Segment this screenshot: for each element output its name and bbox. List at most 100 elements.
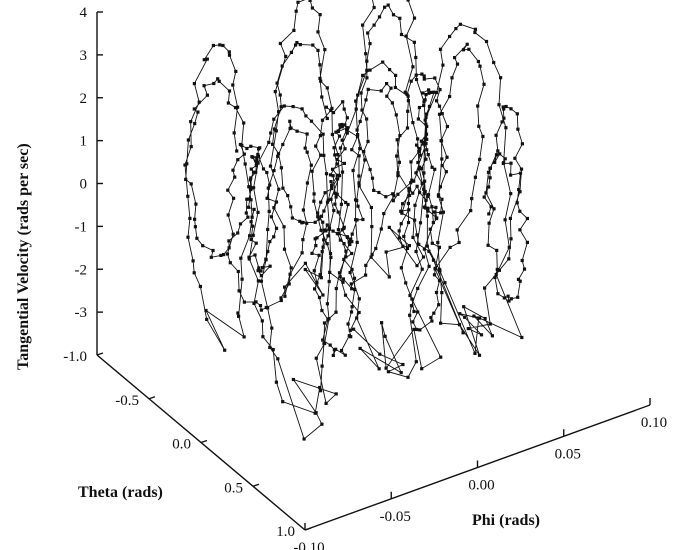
trajectory-point <box>424 93 428 97</box>
trajectory-point <box>470 197 474 201</box>
trajectory-point <box>488 176 492 180</box>
trajectory-point <box>278 41 282 46</box>
trajectory-point <box>496 149 500 153</box>
trajectory-point <box>316 215 320 219</box>
trajectory-point <box>384 250 388 254</box>
trajectory-point <box>312 199 316 203</box>
trajectory-point <box>242 335 246 339</box>
theta-tick-label: 1.0 <box>276 524 295 540</box>
trajectory-point <box>234 69 238 73</box>
trajectory-point <box>384 195 388 199</box>
trajectory-point <box>466 327 470 331</box>
trajectory-point <box>328 343 332 347</box>
trajectory-point <box>408 293 412 298</box>
trajectory-point <box>212 81 216 86</box>
trajectory-point <box>355 316 359 320</box>
trajectory-point <box>453 56 457 60</box>
trajectory-point <box>333 202 337 206</box>
trajectory-point <box>247 205 251 209</box>
trajectory-point <box>237 314 241 318</box>
trajectory-point <box>238 222 243 226</box>
trajectory-point <box>425 148 429 152</box>
trajectory-point <box>434 205 438 209</box>
trajectory-point <box>338 123 342 127</box>
trajectory-point <box>343 353 347 357</box>
trajectory-point <box>379 227 383 231</box>
trajectory-point <box>188 216 192 220</box>
trajectory-point <box>348 270 352 275</box>
trajectory-point <box>494 272 498 277</box>
phi-tick-label: -0.05 <box>380 509 411 525</box>
trajectory-point <box>426 193 431 197</box>
trajectory-point <box>272 206 276 210</box>
trajectory-point <box>516 295 520 299</box>
trajectory-point <box>425 244 429 248</box>
trajectory-point <box>276 357 280 361</box>
trajectory-point <box>282 247 287 251</box>
trajectory-point <box>268 264 272 268</box>
trajectory-point <box>334 130 338 134</box>
trajectory-point <box>227 246 231 250</box>
trajectory-point <box>405 246 410 250</box>
trajectory-point <box>276 152 281 156</box>
trajectory-point <box>258 304 263 308</box>
trajectory-point <box>281 400 285 404</box>
trajectory-point <box>329 108 333 112</box>
trajectory-point <box>422 171 426 175</box>
trajectory-point <box>305 221 309 225</box>
trajectory-point <box>267 209 271 213</box>
trajectory-point <box>235 149 239 153</box>
trajectory-point <box>279 296 283 300</box>
trajectory-point <box>405 126 410 130</box>
phi-tick-label: -0.10 <box>293 540 324 550</box>
trajectory-point <box>277 187 281 191</box>
trajectory-point <box>201 244 205 248</box>
trajectory-point <box>383 334 387 338</box>
trajectory-point <box>369 255 373 259</box>
trajectory-point <box>383 5 387 9</box>
trajectory-point <box>518 279 522 283</box>
trajectory-point <box>388 68 392 72</box>
trajectory-point <box>427 249 431 253</box>
trajectory-point <box>428 227 432 231</box>
trajectory-point <box>236 269 240 274</box>
trajectory-point <box>406 375 410 379</box>
trajectory-point <box>414 360 418 364</box>
trajectory-point <box>395 154 399 158</box>
trajectory-point <box>331 353 335 357</box>
trajectory-point <box>325 86 329 90</box>
trajectory-point <box>294 9 298 13</box>
trajectory-point <box>319 389 323 393</box>
trajectory-point <box>414 77 419 82</box>
trajectory-point <box>330 187 334 191</box>
trajectory-point <box>247 255 251 259</box>
trajectory-point <box>499 76 503 80</box>
trajectory-point <box>308 0 312 2</box>
trajectory-point <box>476 104 480 108</box>
trajectory-point <box>343 147 347 151</box>
trajectory-point <box>279 298 283 303</box>
trajectory-point <box>316 30 320 34</box>
trajectory-point <box>249 187 253 192</box>
trajectory-point <box>355 134 360 139</box>
trajectory-point <box>249 198 253 202</box>
trajectory-point <box>273 90 277 94</box>
trajectory-point <box>349 335 353 339</box>
trajectory-point <box>377 190 381 195</box>
trajectory-point <box>417 242 421 246</box>
trajectory-point <box>364 98 368 102</box>
trajectory-point <box>525 216 529 221</box>
trajectory-point <box>283 285 287 289</box>
trajectory-point <box>319 228 323 232</box>
trajectory-point <box>445 155 449 159</box>
trajectory-point <box>336 153 340 157</box>
trajectory-point <box>406 94 410 98</box>
trajectory-point <box>473 175 477 179</box>
trajectory-point <box>437 112 442 116</box>
trajectory-point <box>344 255 348 259</box>
trajectory-point <box>500 120 504 124</box>
trajectory-point <box>518 228 522 232</box>
trajectory-point <box>192 107 196 111</box>
trajectory-point <box>390 101 394 105</box>
